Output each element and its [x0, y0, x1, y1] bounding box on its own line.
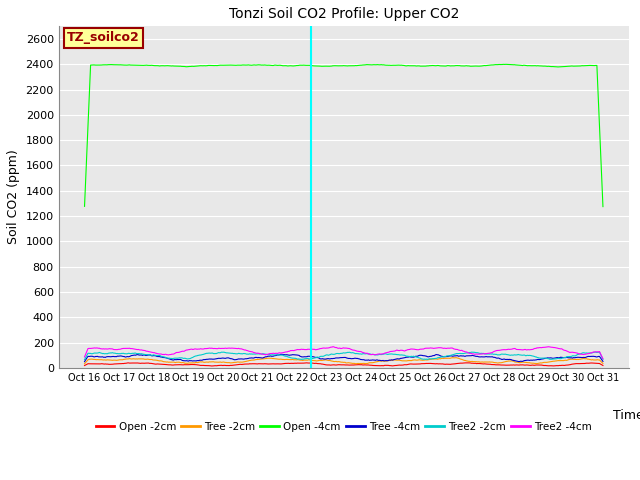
Tree -4cm	[472, 353, 479, 359]
Tree -4cm	[172, 357, 180, 362]
Line: Tree -2cm: Tree -2cm	[84, 358, 603, 364]
Tree -4cm	[316, 356, 324, 361]
Open -2cm	[387, 363, 395, 369]
Tree2 -2cm	[471, 349, 479, 355]
X-axis label: Time: Time	[614, 409, 640, 422]
Tree -2cm	[427, 357, 435, 362]
Open -4cm	[386, 62, 394, 68]
Open -4cm	[81, 204, 88, 209]
Legend: Open -2cm, Tree -2cm, Open -4cm, Tree -4cm, Tree2 -2cm, Tree2 -4cm: Open -2cm, Tree -2cm, Open -4cm, Tree -4…	[92, 418, 596, 436]
Y-axis label: Soil CO2 (ppm): Soil CO2 (ppm)	[7, 150, 20, 244]
Tree2 -4cm	[428, 345, 435, 351]
Tree -2cm	[172, 360, 180, 365]
Line: Open -2cm: Open -2cm	[84, 363, 603, 366]
Tree -2cm	[81, 361, 88, 367]
Tree2 -2cm	[214, 350, 221, 356]
Open -2cm	[81, 363, 88, 369]
Tree2 -2cm	[591, 349, 599, 355]
Open -2cm	[208, 363, 216, 369]
Open -2cm	[428, 360, 435, 366]
Tree -2cm	[316, 358, 323, 363]
Tree -4cm	[599, 359, 607, 364]
Line: Tree -4cm: Tree -4cm	[84, 354, 603, 361]
Tree2 -2cm	[316, 354, 323, 360]
Tree -4cm	[278, 351, 285, 357]
Tree -4cm	[387, 357, 395, 363]
Open -2cm	[599, 362, 607, 368]
Tree2 -2cm	[172, 355, 180, 361]
Line: Open -4cm: Open -4cm	[84, 64, 603, 206]
Tree -2cm	[214, 360, 221, 365]
Tree -4cm	[81, 359, 88, 364]
Open -4cm	[501, 61, 509, 67]
Open -2cm	[215, 362, 223, 368]
Tree -2cm	[599, 360, 607, 366]
Open -2cm	[316, 361, 324, 367]
Tree2 -4cm	[329, 344, 337, 349]
Open -4cm	[599, 204, 607, 209]
Open -4cm	[172, 63, 180, 69]
Tree2 -2cm	[386, 351, 394, 357]
Title: Tonzi Soil CO2 Profile: Upper CO2: Tonzi Soil CO2 Profile: Upper CO2	[228, 7, 459, 21]
Tree2 -2cm	[81, 357, 88, 362]
Text: TZ_soilco2: TZ_soilco2	[67, 31, 140, 45]
Open -4cm	[471, 63, 479, 69]
Open -4cm	[214, 62, 221, 68]
Tree2 -4cm	[387, 348, 395, 354]
Tree2 -4cm	[472, 351, 479, 357]
Tree2 -4cm	[599, 356, 607, 361]
Open -4cm	[316, 63, 323, 69]
Tree -2cm	[386, 358, 394, 363]
Tree2 -4cm	[214, 346, 221, 351]
Tree -4cm	[428, 353, 435, 359]
Line: Tree2 -2cm: Tree2 -2cm	[84, 352, 603, 360]
Open -4cm	[427, 63, 435, 69]
Tree -2cm	[472, 359, 479, 365]
Tree2 -4cm	[172, 349, 180, 355]
Open -2cm	[465, 360, 472, 366]
Tree -4cm	[214, 356, 221, 361]
Tree2 -4cm	[81, 354, 88, 360]
Tree2 -4cm	[316, 346, 323, 352]
Tree2 -2cm	[427, 356, 435, 362]
Open -2cm	[172, 362, 180, 368]
Tree -2cm	[452, 355, 460, 360]
Tree2 -2cm	[599, 357, 607, 362]
Line: Tree2 -4cm: Tree2 -4cm	[84, 347, 603, 359]
Open -2cm	[473, 361, 481, 367]
